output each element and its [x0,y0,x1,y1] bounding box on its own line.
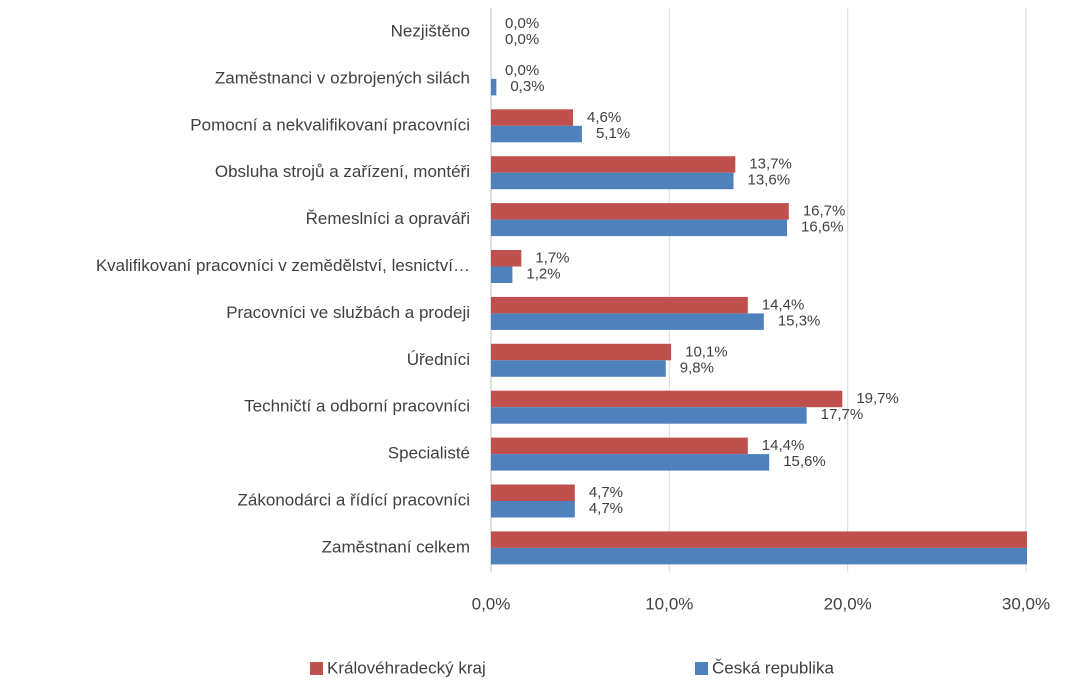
category-label: Zaměstnaní celkem [322,537,470,556]
value-label: 5,1% [596,125,630,142]
bar [491,266,513,283]
value-label: 16,6% [801,219,844,236]
category-label: Techničtí a odborní pracovníci [244,397,470,416]
value-label: 0,0% [505,31,539,48]
value-label: 16,7% [803,203,846,220]
bar [491,125,582,143]
value-label: 15,6% [783,453,826,470]
value-label: 4,6% [587,109,621,126]
x-tick-label: 20,0% [824,594,872,613]
category-label: Zákonodárci a řídící pracovníci [238,490,470,509]
bar [491,390,843,408]
legend-swatch [695,662,708,675]
value-label: 4,7% [589,500,623,517]
category-label: Úředníci [407,350,470,369]
bar [491,78,497,96]
legend-swatch [310,662,323,675]
x-tick-label: 30,0% [1002,594,1050,613]
x-tick-label: 0,0% [472,594,511,613]
value-label: 15,3% [778,312,821,329]
category-label: Specialisté [388,444,470,463]
bars [491,78,1027,565]
bar [491,343,672,361]
bar [491,484,575,501]
value-label: 19,7% [856,390,899,407]
bar [491,109,574,126]
value-label: 0,0% [505,15,539,32]
bar [491,296,748,314]
category-label: Nezjištěno [391,21,470,40]
bar [491,313,764,330]
bar [491,437,748,455]
bar [491,219,788,237]
value-label: 17,7% [821,406,864,423]
value-label: 0,0% [505,62,539,79]
bar [491,531,1027,548]
value-label: 1,7% [535,249,569,266]
labels: 0,0% 10,0% 20,0% 30,0%Nezjištěno 0,0%0,0%Zam… [96,15,1050,678]
bar [491,547,1027,565]
bar [491,203,789,220]
legend-label: Česká republika [712,658,834,677]
bar [491,250,522,267]
x-tick-label: 10,0% [645,594,693,613]
value-label: 13,6% [748,172,791,189]
category-label: Pracovníci ve službách a prodeji [226,303,470,322]
bar [491,156,736,173]
bar [491,501,575,518]
value-label: 14,4% [762,437,805,454]
legend-label: Královéhradecký kraj [327,658,486,677]
category-label: Obsluha strojů a zařízení, montéři [215,162,470,181]
category-label: Pomocní a nekvalifikovaní pracovníci [190,115,470,134]
bar [491,407,807,424]
value-label: 13,7% [749,156,792,173]
grid [490,8,1027,572]
value-label: 1,2% [526,265,560,282]
value-label: 4,7% [589,484,623,501]
category-label: Zaměstnanci v ozbrojených silách [215,68,470,87]
value-label: 9,8% [680,359,714,376]
category-label: Řemeslníci a opraváři [306,209,470,228]
value-label: 0,3% [510,78,544,95]
value-label: 14,4% [762,296,805,313]
category-label: Kvalifikovaní pracovníci v zemědělství, … [96,256,470,275]
bar [491,360,666,377]
bar [491,172,734,190]
bar [491,454,770,471]
value-label: 10,1% [685,343,728,360]
